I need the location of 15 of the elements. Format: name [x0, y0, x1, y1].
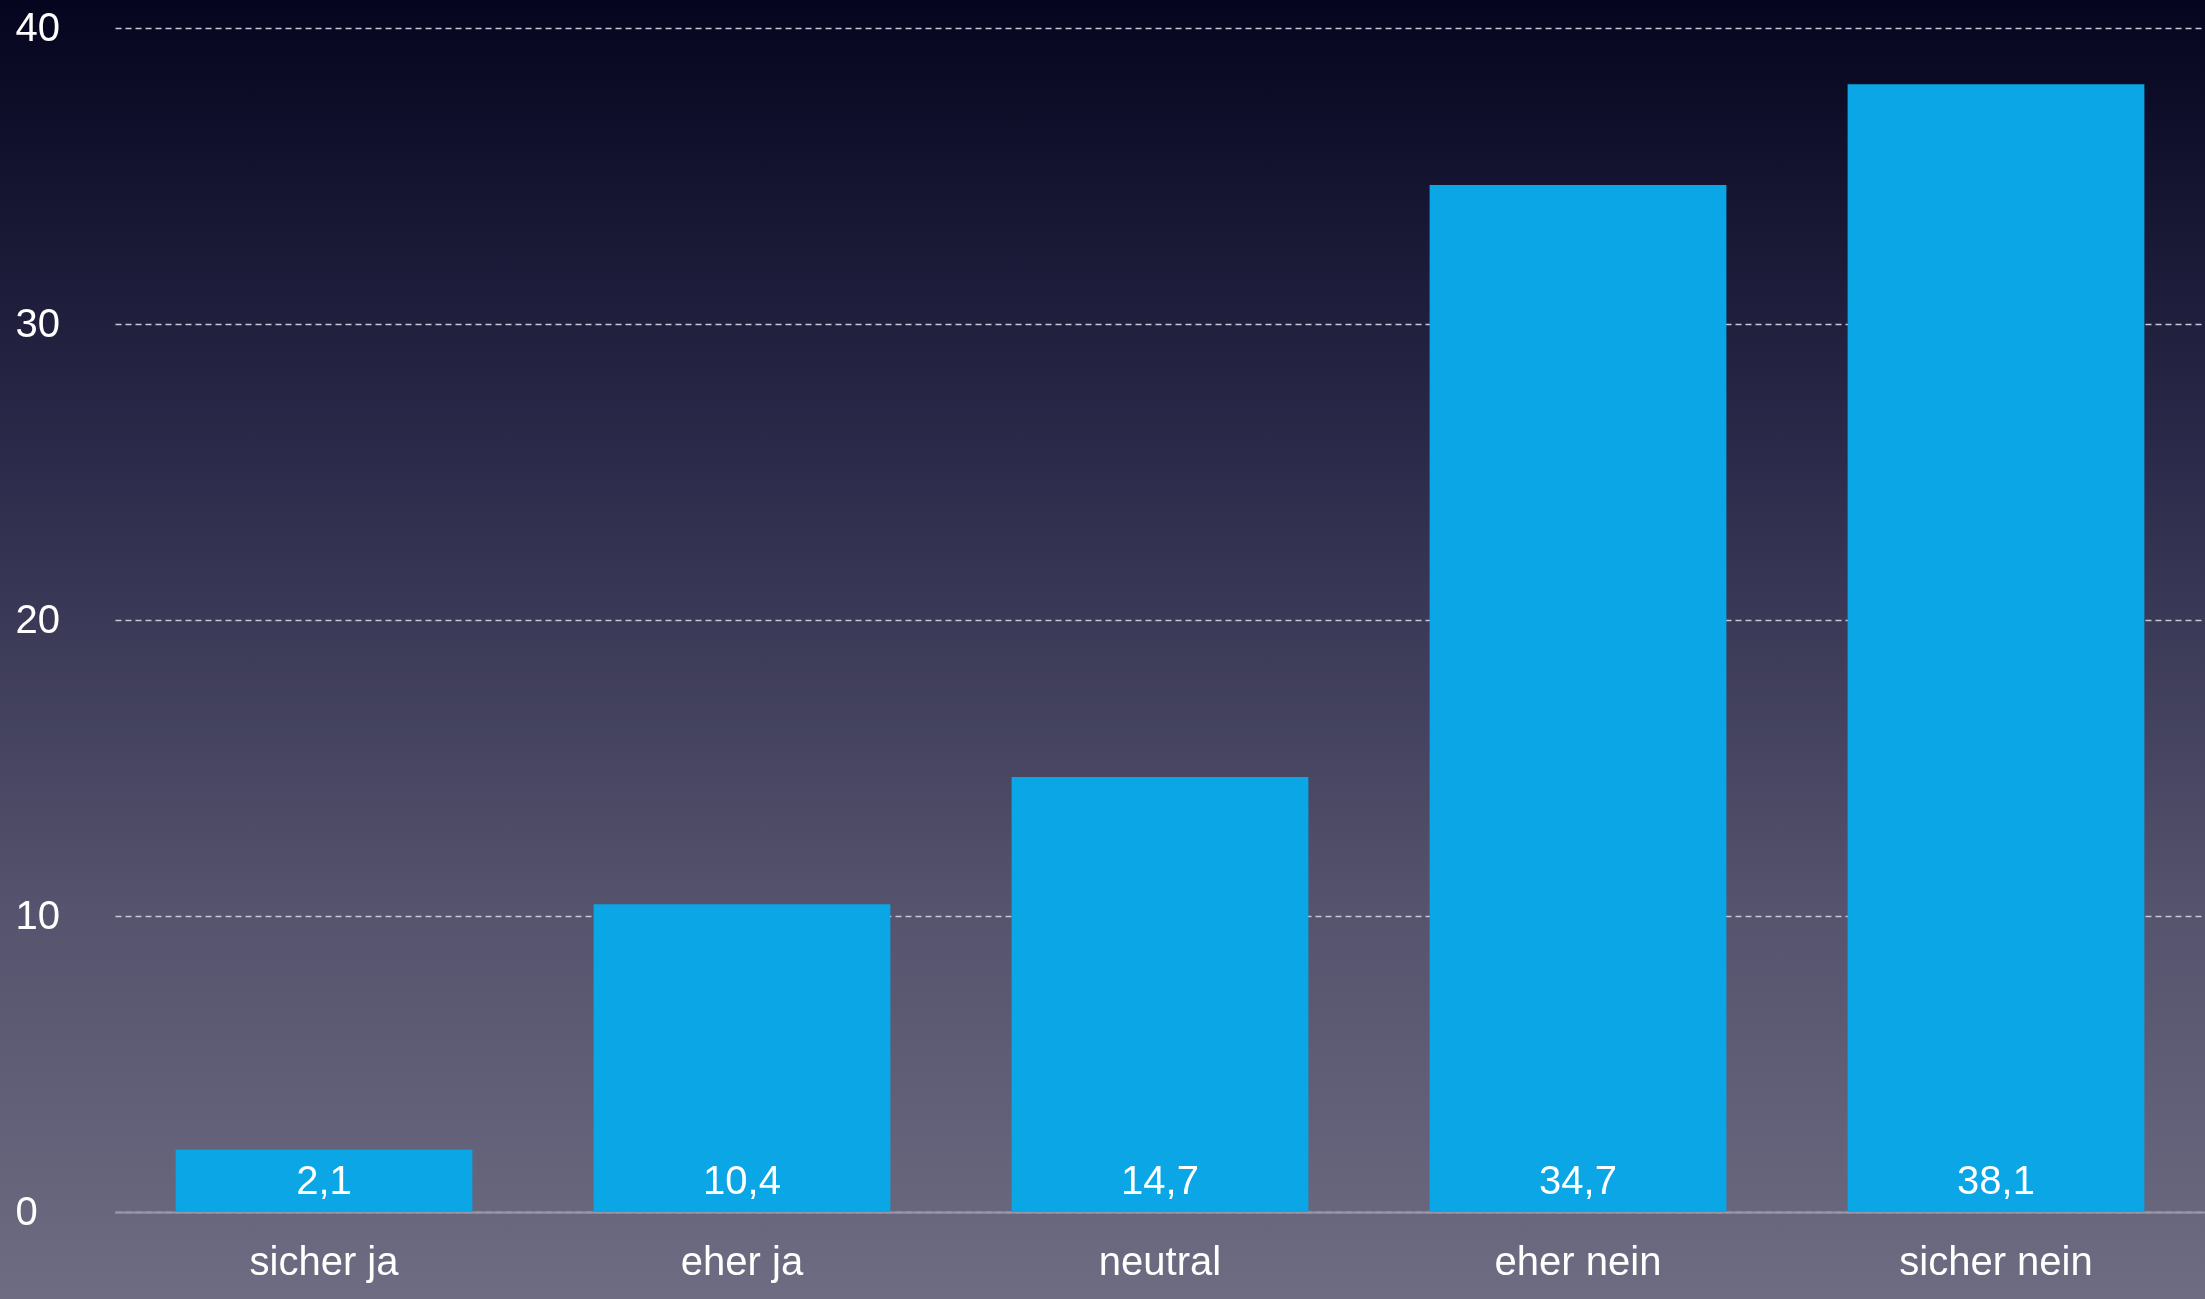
y-tick-label: 10 [15, 892, 60, 937]
x-tick-label: eher ja [680, 1238, 804, 1283]
data-label: 38,1 [1957, 1158, 2035, 1202]
data-label: 34,7 [1539, 1158, 1617, 1202]
x-tick-label: eher nein [1494, 1238, 1662, 1283]
data-label: 2,1 [296, 1158, 352, 1202]
x-tick-label: sicher ja [249, 1238, 400, 1283]
x-tick-label: sicher nein [1899, 1238, 2093, 1283]
y-tick-label: 0 [15, 1188, 38, 1233]
y-tick-label: 40 [15, 4, 60, 49]
y-tick-label: 30 [15, 300, 60, 345]
y-tick-label: 20 [15, 596, 60, 641]
x-tick-label: neutral [1098, 1238, 1222, 1283]
data-label: 14,7 [1121, 1158, 1199, 1202]
data-label: 10,4 [703, 1158, 781, 1202]
